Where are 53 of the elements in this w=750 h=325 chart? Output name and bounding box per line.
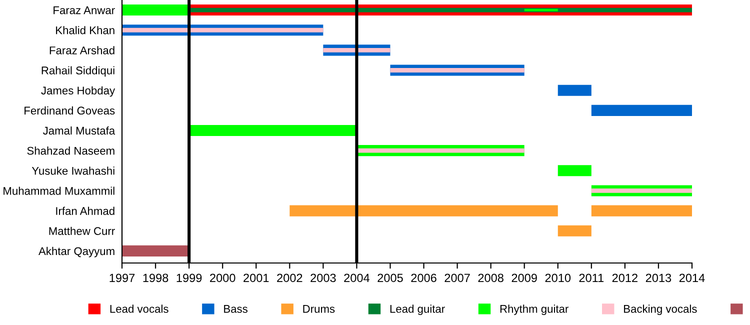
y-tick-label: Irfan Ahmad: [56, 206, 114, 215]
bar: [323, 48, 390, 52]
x-tick-label: 2014: [679, 274, 705, 282]
x-tick-label: 2010: [545, 274, 571, 282]
legend-label: Bass: [224, 305, 248, 313]
bar: [591, 205, 692, 216]
x-tick-label: 2012: [612, 274, 638, 282]
y-tick-label: Matthew Curr: [49, 226, 115, 236]
x-tick-label: 2001: [244, 274, 269, 282]
bar: [189, 124, 357, 136]
y-tick-label: Akhtar Qayyum: [38, 246, 114, 258]
y-tick-label: Yusuke Iwahashi: [32, 166, 114, 175]
y-tick-label: Muhammad Muxammil: [4, 186, 114, 195]
x-tick-label: 2008: [478, 274, 504, 282]
x-tick-label: 2006: [411, 274, 436, 282]
bar: [356, 148, 524, 153]
y-tick-label: Khalid Khan: [56, 26, 114, 34]
y-tick-label: Rahail Siddiqui: [42, 66, 114, 77]
legend-label: Rhythm guitar: [500, 304, 568, 315]
x-tick-label: 2000: [210, 274, 236, 282]
bar: [558, 225, 592, 236]
y-tick-label: Jamal Mustafa: [42, 126, 116, 135]
y-tick-label: Faraz Arshad: [50, 46, 114, 54]
legend-label: Lead guitar: [390, 304, 445, 315]
x-tick-label: 1998: [143, 274, 168, 282]
legend-label: Backing vocals: [624, 304, 697, 315]
x-tick-label: 2002: [277, 274, 302, 282]
x-tick-label: 2003: [310, 274, 336, 282]
x-tick-label: 1997: [110, 274, 135, 282]
bar: [122, 4, 190, 16]
y-tick-label: Ferdinand Goveas: [24, 106, 115, 115]
x-tick-label: 2011: [579, 274, 604, 282]
bar: [591, 188, 692, 193]
x-tick-label: 2013: [646, 274, 672, 282]
y-tick-label: James Hobday: [41, 86, 116, 97]
x-tick-label: 2007: [444, 274, 470, 282]
bar: [524, 8, 558, 12]
x-tick-label: 2004: [344, 274, 370, 282]
bar: [189, 8, 692, 12]
bar: [290, 205, 558, 216]
y-tick-label: Shahzad Naseem: [27, 146, 114, 155]
x-tick-label: 2005: [378, 274, 403, 282]
bar: [558, 165, 592, 176]
bar: [558, 84, 592, 96]
bar: [122, 28, 324, 32]
legend-label: Drums: [303, 305, 335, 313]
bar: [591, 104, 692, 116]
y-tick-label: Faraz Anwar: [54, 6, 115, 14]
legend-label: Lead vocals: [110, 304, 168, 313]
bar: [390, 68, 524, 72]
bar: [122, 245, 190, 256]
x-tick-label: 1999: [176, 274, 202, 282]
x-tick-label: 2009: [512, 274, 537, 282]
